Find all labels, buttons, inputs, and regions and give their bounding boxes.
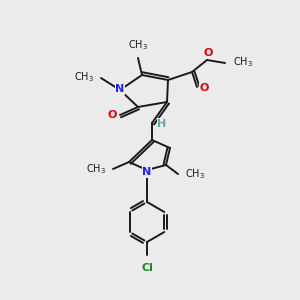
Text: Cl: Cl (141, 263, 153, 273)
Text: O: O (107, 110, 117, 120)
Text: CH$_3$: CH$_3$ (128, 38, 148, 52)
Text: O: O (199, 83, 209, 93)
Text: CH$_3$: CH$_3$ (185, 167, 205, 181)
Text: H: H (158, 119, 166, 129)
Text: O: O (203, 48, 213, 58)
Text: CH$_3$: CH$_3$ (233, 55, 253, 69)
Text: N: N (142, 167, 152, 177)
Text: N: N (116, 84, 124, 94)
Text: CH$_3$: CH$_3$ (74, 70, 94, 84)
Text: CH$_3$: CH$_3$ (86, 162, 106, 176)
